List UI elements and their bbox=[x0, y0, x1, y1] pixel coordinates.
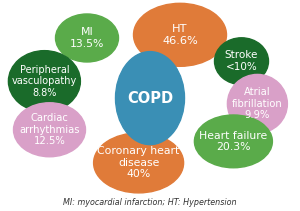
Ellipse shape bbox=[56, 14, 118, 62]
Text: Stroke
<10%: Stroke <10% bbox=[225, 50, 258, 72]
Text: MI: myocardial infarction; HT: Hypertension: MI: myocardial infarction; HT: Hypertens… bbox=[63, 199, 237, 207]
Text: Heart failure
20.3%: Heart failure 20.3% bbox=[199, 131, 268, 152]
Ellipse shape bbox=[194, 115, 272, 168]
Text: HT
46.6%: HT 46.6% bbox=[162, 24, 198, 46]
Ellipse shape bbox=[8, 51, 80, 112]
Ellipse shape bbox=[94, 133, 184, 193]
Text: COPD: COPD bbox=[127, 91, 173, 106]
Text: Atrial
fibrillation
9.9%: Atrial fibrillation 9.9% bbox=[232, 87, 283, 120]
Ellipse shape bbox=[14, 103, 86, 157]
Text: Cardiac
arrhythmias
12.5%: Cardiac arrhythmias 12.5% bbox=[19, 113, 80, 146]
Text: Peripheral
vasculopathy
8.8%: Peripheral vasculopathy 8.8% bbox=[12, 65, 77, 98]
Ellipse shape bbox=[116, 52, 184, 145]
Ellipse shape bbox=[214, 38, 268, 85]
Ellipse shape bbox=[227, 74, 287, 133]
Text: MI
13.5%: MI 13.5% bbox=[70, 27, 104, 49]
Text: Coronary heart
disease
40%: Coronary heart disease 40% bbox=[98, 146, 180, 180]
Ellipse shape bbox=[134, 3, 226, 66]
